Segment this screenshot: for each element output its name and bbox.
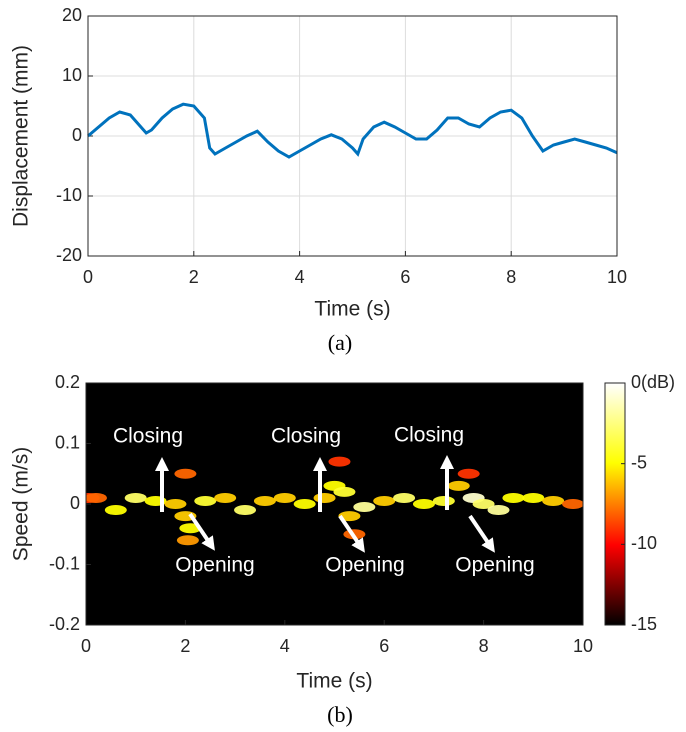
x-tick-label: 0 (83, 267, 93, 287)
heat-cell (457, 468, 480, 479)
heat-cell (373, 495, 396, 506)
plot-frame (85, 382, 584, 626)
colorbar-tick-label: -5 (631, 452, 647, 472)
x-axis-label: Time (s) (296, 670, 372, 693)
x-tick-label: 8 (479, 636, 489, 656)
annotation: Opening (175, 554, 254, 577)
heat-cell (86, 492, 107, 503)
x-tick-label: 10 (607, 267, 627, 287)
x-tick-label: 6 (379, 636, 389, 656)
annotation: Closing (394, 424, 464, 447)
y-tick-label: 10 (62, 65, 82, 85)
y-tick-label: 0.2 (55, 372, 80, 392)
heat-cell (214, 492, 237, 503)
heat-cell (432, 495, 455, 506)
y-tick-label: -0.1 (49, 553, 80, 573)
caption: (a) (328, 330, 352, 355)
heat-cell (313, 492, 336, 503)
arrow (338, 514, 365, 553)
annotation: Opening (455, 554, 534, 577)
heat-cell (502, 492, 525, 503)
x-tick-label: 0 (81, 636, 91, 656)
heat-cell (273, 492, 296, 503)
heat-cell (176, 535, 199, 546)
heat-cell (542, 495, 565, 506)
y-axis-label: Speed (m/s) (10, 447, 33, 561)
x-tick-label: 2 (180, 636, 190, 656)
heat-cell (234, 505, 257, 516)
heat-cell (353, 502, 376, 513)
x-tick-label: 4 (295, 267, 305, 287)
heat-cell (293, 499, 316, 509)
y-tick-label: -20 (56, 245, 82, 265)
annotation: Closing (113, 425, 183, 448)
heatmap-cells (86, 456, 583, 546)
heat-cell (164, 499, 187, 509)
x-tick-label: 2 (189, 267, 199, 287)
y-tick-label: -0.2 (49, 614, 80, 634)
y-axis-label: Displacement (mm) (10, 45, 33, 227)
plot-frame (87, 15, 618, 257)
heat-cell (124, 492, 147, 503)
heat-cell (174, 468, 197, 479)
heat-cell (472, 499, 495, 509)
annotation: Opening (325, 554, 404, 577)
caption: (b) (327, 702, 353, 727)
heat-cell (253, 495, 276, 506)
y-tick-label: 0 (70, 493, 80, 513)
arrow (468, 514, 495, 553)
y-tick-label: 20 (62, 5, 82, 25)
arrow (188, 512, 215, 551)
x-tick-label: 6 (400, 267, 410, 287)
heat-cell (393, 492, 416, 503)
heat-cell (487, 505, 510, 516)
colorbar (604, 382, 626, 626)
heat-cell (194, 495, 217, 506)
heat-cell (333, 486, 356, 497)
x-tick-label: 8 (506, 267, 516, 287)
x-axis-label: Time (s) (314, 298, 390, 321)
colorbar-tick-label: 0(dB) (631, 372, 675, 392)
heat-cell (447, 480, 470, 491)
y-tick-label: 0 (72, 125, 82, 145)
y-tick-label: 0.1 (55, 432, 80, 452)
colorbar-tick-label: -10 (631, 533, 657, 553)
colorbar-tick-label: -15 (631, 614, 657, 634)
heat-cell (328, 456, 351, 467)
heat-cell (412, 499, 435, 509)
heat-cell (104, 505, 127, 516)
annotation: Closing (271, 425, 341, 448)
x-tick-label: 4 (280, 636, 290, 656)
x-tick-label: 10 (573, 636, 593, 656)
heat-cell (562, 499, 583, 509)
heat-cell (522, 492, 545, 503)
data-line (87, 102, 618, 159)
y-tick-label: -10 (56, 185, 82, 205)
